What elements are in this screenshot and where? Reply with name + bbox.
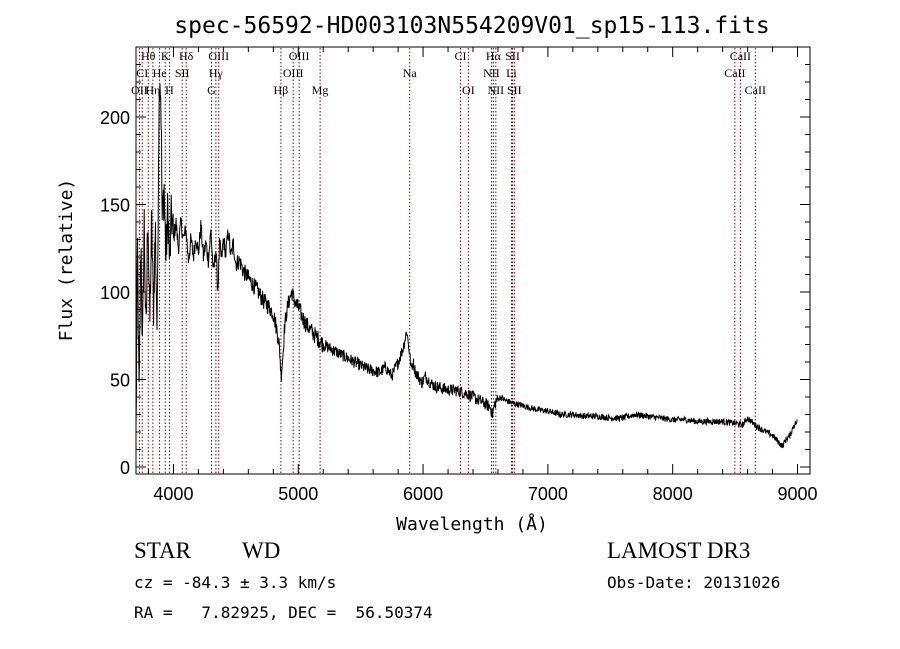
marker-label-18: OII <box>131 83 148 97</box>
marker-label-26: SII <box>507 83 522 97</box>
redshift-velocity: cz = -84.3 ± 3.3 km/s <box>134 573 337 592</box>
marker-label-20: H <box>165 83 174 97</box>
marker-label-4: OIII <box>289 49 310 63</box>
x-axis-label: Wavelength (Å) <box>396 513 548 535</box>
x-tick-label-0: 4000 <box>153 484 193 504</box>
x-tick-label-1: 5000 <box>278 484 318 504</box>
object-class: STAR <box>134 538 191 563</box>
y-tick-label-4: 200 <box>100 108 130 128</box>
marker-label-6: Hα <box>486 49 502 63</box>
marker-label-9: CI <box>136 66 148 80</box>
object-subclass: WD <box>242 538 281 563</box>
marker-label-3: OIII <box>208 49 229 63</box>
x-tick-label-2: 6000 <box>403 484 443 504</box>
marker-label-19: Hη <box>145 83 160 97</box>
marker-label-24: OI <box>462 83 475 97</box>
chart-title: spec-56592-HD003103N554209V01_sp15-113.f… <box>174 13 769 39</box>
y-axis-label: Flux (relative) <box>56 179 77 342</box>
marker-label-0: Hθ <box>141 49 156 63</box>
marker-label-27: CaII <box>745 83 766 97</box>
flux-series-line <box>135 83 798 449</box>
observation-date: Obs-Date: 20131026 <box>607 573 781 592</box>
y-tick-label-0: 0 <box>120 458 130 478</box>
y-tick-label-1: 50 <box>110 371 130 391</box>
axis-ticks: 4000 5000 6000 7000 8000 9000 0 50 100 150 200 <box>100 47 818 504</box>
marker-label-14: Na <box>403 66 418 80</box>
marker-label-7: SII <box>505 49 520 63</box>
marker-label-13: OIII <box>283 66 304 80</box>
marker-label-15: NII <box>483 66 500 80</box>
marker-label-5: CI <box>455 49 467 63</box>
marker-label-25: NII <box>488 83 505 97</box>
x-tick-label-4: 8000 <box>653 484 693 504</box>
marker-label-11: SII <box>175 66 190 80</box>
sky-coordinates: RA = 7.82925, DEC = 56.50374 <box>134 603 433 622</box>
marker-label-10: He <box>153 66 167 80</box>
marker-label-2: Hδ <box>179 49 194 63</box>
marker-label-12: Hγ <box>209 66 224 80</box>
y-tick-label-2: 100 <box>100 283 130 303</box>
y-tick-label-3: 150 <box>100 196 130 216</box>
x-tick-label-5: 9000 <box>777 484 817 504</box>
marker-label-23: Mg <box>312 83 329 97</box>
marker-label-22: Hβ <box>274 83 289 97</box>
marker-label-16: Li <box>506 66 517 80</box>
marker-label-1: K <box>161 49 170 63</box>
survey-name: LAMOST DR3 <box>607 538 751 563</box>
marker-label-17: CaII <box>724 66 745 80</box>
marker-label-21: G <box>207 83 216 97</box>
x-tick-label-3: 7000 <box>528 484 568 504</box>
